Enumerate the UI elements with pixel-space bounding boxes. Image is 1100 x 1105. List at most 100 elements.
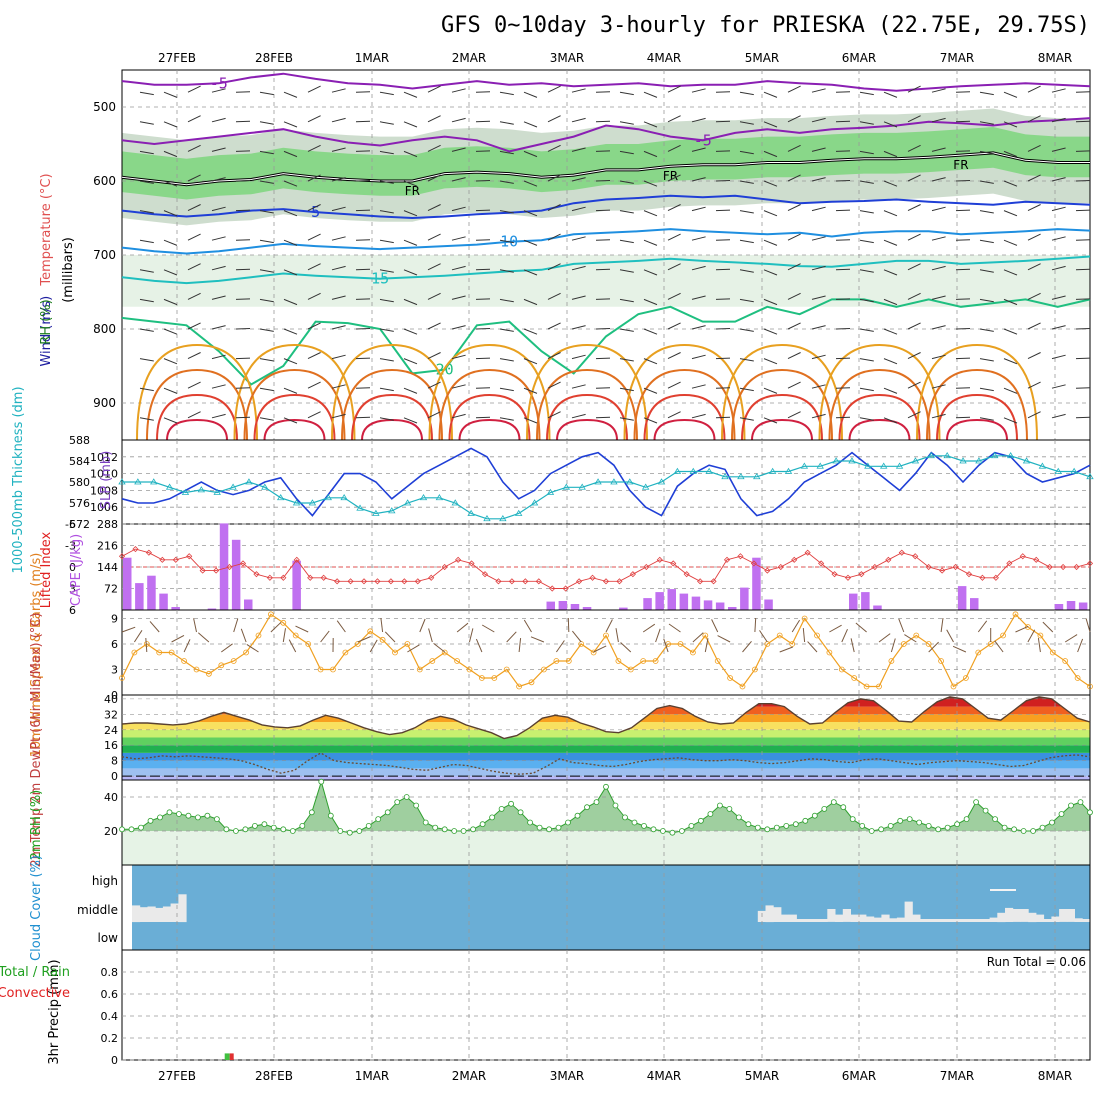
wind-barb <box>332 355 346 358</box>
wind-barb <box>548 116 561 122</box>
cloud-middle-bar <box>943 919 951 922</box>
rh-marker <box>746 822 751 827</box>
cloud-middle-bar <box>1044 919 1052 922</box>
wind-barb-10m <box>712 619 718 632</box>
precip-tick-label: 0.4 <box>101 1010 119 1023</box>
rh-marker <box>698 818 703 823</box>
cape-bar <box>159 594 168 610</box>
wind-barb <box>812 89 826 92</box>
wind-barb <box>1028 353 1041 359</box>
wind-barb <box>836 181 850 182</box>
temp-band <box>122 714 1090 722</box>
wind-barb <box>644 329 657 334</box>
wind-barb <box>356 358 370 359</box>
wind-barb <box>260 240 274 242</box>
wind-barb <box>452 237 466 240</box>
cloud-middle-bar <box>920 919 928 922</box>
cloud-middle-bar <box>905 902 913 922</box>
warm-temp-contour <box>362 420 422 440</box>
cape-bar <box>704 600 713 610</box>
wind-barb <box>380 92 394 94</box>
wind-barb <box>716 240 730 241</box>
wind-barb-10m <box>616 628 618 642</box>
wind-barb <box>260 359 274 361</box>
rh-marker <box>120 827 125 832</box>
wind-barb <box>356 299 370 300</box>
warm-temp-contour <box>850 420 910 440</box>
wind-barb-10m <box>803 628 804 642</box>
wind-barb-10m <box>572 631 581 642</box>
warm-temp-contour <box>265 420 325 440</box>
wind-barb <box>716 417 730 418</box>
wind-barb <box>644 240 657 245</box>
wind-barb <box>620 240 634 242</box>
rh-marker <box>841 805 846 810</box>
warm-temp-contour <box>342 370 442 440</box>
wind-barb <box>908 205 921 211</box>
cape-bar <box>547 602 556 610</box>
cloud-middle-bar <box>835 915 843 922</box>
rh-marker <box>974 800 979 805</box>
wind-barb <box>716 151 730 152</box>
wind-barb <box>644 92 657 97</box>
wind-barb <box>812 326 826 329</box>
cloud-middle-bar <box>1075 918 1083 922</box>
temp-contour-label: 15 <box>371 270 389 288</box>
wind-barb <box>596 388 610 389</box>
wind-speed-line <box>122 614 1090 686</box>
wind-barb-10m <box>194 618 197 632</box>
cape-bar <box>764 600 773 611</box>
wind-barb <box>836 269 850 270</box>
wind-barb-10m <box>643 624 655 632</box>
wind-barb-10m <box>507 632 517 642</box>
wind-barb <box>740 418 754 420</box>
wind-barb <box>692 237 706 240</box>
wind-barb <box>260 122 274 124</box>
wind-barb <box>236 329 250 330</box>
warm-temp-contour <box>732 370 832 440</box>
wind-barb-10m <box>524 620 531 632</box>
wind-barb-10m <box>743 641 752 652</box>
thickness-line <box>122 456 1090 519</box>
wind-barb <box>404 329 417 334</box>
cloud-middle-bar <box>951 919 959 922</box>
cloud-middle-bar <box>1013 909 1021 922</box>
thickness-tick-label: 580 <box>69 476 90 489</box>
rh-marker <box>1078 800 1083 805</box>
wind-barb <box>212 118 226 121</box>
wind-barb <box>596 417 610 418</box>
rh-marker <box>129 827 134 832</box>
freezing-level-label: FR <box>953 158 968 172</box>
wind-barb <box>164 122 177 127</box>
wind-barb <box>572 89 586 92</box>
wind-barb <box>764 240 777 245</box>
wind-barb <box>836 299 850 300</box>
wind-barb <box>1052 385 1066 388</box>
warm-temp-contour <box>557 420 617 440</box>
wind-barb <box>476 151 490 152</box>
wind-barb <box>356 210 370 211</box>
wind-barb <box>596 210 610 211</box>
precip-tick-label: 0.2 <box>101 1032 119 1045</box>
rh-marker <box>689 823 694 828</box>
wind-barb <box>1076 388 1090 389</box>
wind-barb <box>188 412 201 418</box>
wind-barb <box>956 388 970 389</box>
wind-barb <box>572 326 586 329</box>
wind-barb <box>716 210 730 211</box>
rh-legend-label: RH (%) <box>39 299 54 344</box>
wind-barb-10m <box>606 620 612 633</box>
upper-air-ylabel-units: (millibars) <box>61 237 76 303</box>
wind-barb <box>572 237 586 240</box>
pressure-tick-label: 600 <box>93 174 116 188</box>
wind-barb-10m <box>434 643 445 652</box>
wind-barb <box>356 181 370 182</box>
wind-barb <box>596 121 610 122</box>
wind-barb <box>764 388 777 393</box>
wind-barb <box>740 240 754 242</box>
bottom-date-label: 1MAR <box>355 1069 390 1083</box>
wind-barb <box>1028 323 1041 329</box>
wind-barb <box>284 92 297 97</box>
wind-barb <box>1004 240 1017 245</box>
